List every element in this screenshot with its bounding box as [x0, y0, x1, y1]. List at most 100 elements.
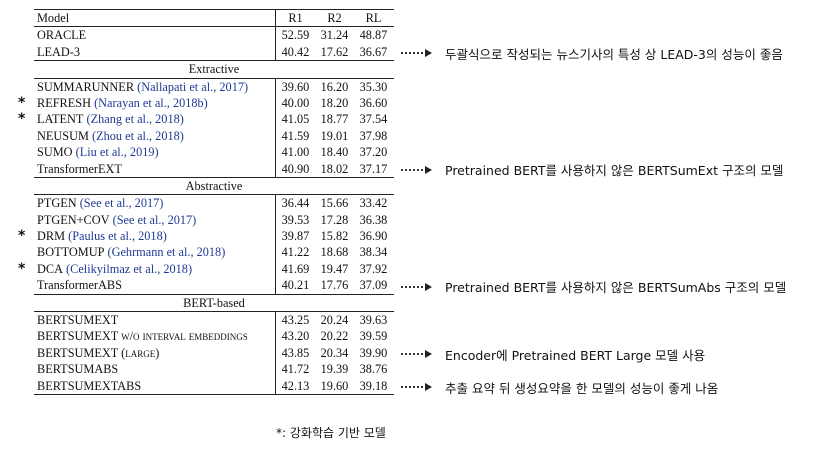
model-name: ORACLE — [37, 28, 87, 43]
model-name: BERTSUMEXTABS — [37, 378, 142, 393]
table-rule — [34, 60, 394, 62]
dotted-leader — [401, 353, 423, 356]
table-row: BOTTOMUP (Gehrmann et al., 2018) 41.22 18.… — [34, 244, 394, 261]
score-r2: 17.62 — [320, 44, 349, 59]
model-citation: (Paulus et al., 2018) — [68, 229, 167, 244]
score-rl: 37.17 — [359, 161, 388, 176]
model-name: SUMO — [37, 145, 73, 160]
score-rl: 39.63 — [359, 313, 388, 328]
model-cell: BERTSUMEXT (large) — [34, 345, 275, 361]
model-name: BERTSUMEXT w/o interval embeddings — [37, 329, 248, 344]
section-title: Extractive — [188, 62, 240, 77]
model-cell: BERTSUMABS — [34, 361, 275, 377]
annotation-text: Pretrained BERT를 사용하지 않은 BERTSumExt 구조의 … — [445, 163, 784, 179]
table-row: PTGEN+COV (See et al., 2017) 39.53 17.28 36… — [34, 211, 394, 229]
score-r2: 18.40 — [320, 145, 349, 160]
model-name: LATENT — [37, 112, 84, 127]
model-name: TransformerABS — [37, 278, 122, 293]
model-cell: TransformerEXT — [34, 161, 275, 177]
score-rl: 38.76 — [359, 362, 388, 377]
model-name: PTGEN — [37, 196, 77, 211]
score-r1: 42.13 — [275, 377, 315, 394]
score-rl: 39.18 — [359, 378, 388, 393]
table-body: ORACLE 52.59 31.24 48.87 LEAD-3 40.42 17.62 36.… — [34, 26, 394, 394]
table-row: BERTSUMEXT (large) 43.85 20.34 39.90 — [34, 344, 394, 362]
reinforcement-star-marker: * — [18, 94, 26, 111]
legend-note: *: 강화학습 기반 모델 — [276, 426, 386, 440]
score-r2: 19.60 — [320, 378, 349, 393]
model-name: NEUSUM — [37, 128, 89, 143]
model-name: TransformerEXT — [37, 161, 122, 176]
score-r1: 43.20 — [275, 328, 315, 345]
table-row: REFRESH (Narayan et al., 2018b) 40.00 18.2… — [34, 94, 394, 112]
score-r1: 41.59 — [275, 127, 315, 145]
table-row: NEUSUM (Zhou et al., 2018) 41.59 19.01 37.9… — [34, 127, 394, 145]
arrow-icon — [425, 383, 432, 392]
model-cell: SUMO (Liu et al., 2019) — [34, 144, 275, 160]
header-rl: RL — [365, 11, 382, 25]
model-name: BERTSUMEXT (large) — [37, 345, 160, 360]
score-rl: 36.38 — [359, 212, 388, 227]
score-r2: 19.39 — [320, 362, 349, 377]
table-row: BERTSUMEXT w/o interval embeddings 43.20 2… — [34, 328, 394, 345]
model-cell: PTGEN+COV (See et al., 2017) — [34, 212, 275, 228]
table-rule — [34, 194, 394, 196]
score-r2: 15.66 — [320, 196, 349, 211]
model-cell: BERTSUMEXTABS — [34, 378, 275, 394]
table-row: BERTSUMABS 41.72 19.39 38.76 — [34, 361, 394, 378]
table-rule — [34, 176, 394, 178]
model-citation: (Zhou et al., 2018) — [92, 128, 184, 143]
score-r2: 16.20 — [320, 79, 349, 94]
model-name: REFRESH — [37, 95, 91, 110]
score-r1: 40.90 — [275, 160, 315, 177]
score-r2: 19.47 — [320, 261, 349, 276]
score-r2: 31.24 — [320, 28, 349, 43]
score-r1: 41.69 — [275, 260, 315, 278]
score-r1: 39.87 — [275, 228, 315, 245]
annotation: 두괄식으로 작성되는 뉴스기사의 특성 상 LEAD-3의 성능이 좋음 — [401, 44, 783, 63]
score-r2: 17.76 — [320, 278, 349, 293]
annotation-text: Pretrained BERT를 사용하지 않은 BERTSumAbs 구조의 … — [445, 280, 787, 296]
annotation: 추출 요약 뒤 생성요약을 한 모델의 성능이 좋게 나옴 — [401, 378, 718, 397]
score-rl: 39.59 — [359, 329, 388, 344]
model-name: DRM — [37, 229, 66, 244]
score-r1: 39.53 — [275, 211, 315, 229]
reinforcement-star-marker: * — [18, 260, 26, 277]
model-citation: (See et al., 2017) — [112, 212, 197, 227]
score-r2: 20.24 — [320, 313, 349, 328]
score-r2: 20.34 — [320, 345, 349, 360]
score-r1: 40.00 — [275, 94, 315, 112]
reinforcement-star-marker: * — [18, 111, 26, 128]
model-cell: LEAD-3 — [34, 44, 275, 60]
header-r1: R1 — [275, 10, 315, 27]
model-cell: REFRESH (Narayan et al., 2018b) — [34, 95, 275, 111]
table-rule — [34, 26, 394, 28]
table-row: TransformerABS 40.21 17.76 37.09 — [34, 277, 394, 294]
model-citation: (See et al., 2017) — [79, 196, 164, 211]
score-r2: 19.01 — [320, 128, 349, 143]
table-top-rule — [34, 9, 394, 10]
table-bottom-rule — [34, 393, 394, 395]
score-rl: 36.90 — [359, 229, 388, 244]
score-r1: 40.42 — [275, 43, 315, 61]
score-r1: 40.21 — [275, 277, 315, 294]
score-r2: 18.68 — [320, 245, 349, 260]
score-rl: 37.98 — [359, 128, 388, 143]
score-r1: 41.00 — [275, 144, 315, 161]
table-rule — [34, 311, 394, 313]
score-rl: 36.67 — [359, 44, 388, 59]
annotation-text: 두괄식으로 작성되는 뉴스기사의 특성 상 LEAD-3의 성능이 좋음 — [445, 46, 783, 62]
table-row: LEAD-3 40.42 17.62 36.67 — [34, 43, 394, 61]
table-row: BERTSUMEXTABS 42.13 19.60 39.18 — [34, 377, 394, 394]
section-title: BERT-based — [183, 295, 245, 310]
reinforcement-star-marker: * — [18, 228, 26, 244]
table-row: BERTSUMEXT 43.25 20.24 39.63 — [34, 312, 394, 329]
table-row: ORACLE 52.59 31.24 48.87 — [34, 27, 394, 44]
model-citation: (Narayan et al., 2018b) — [94, 95, 208, 110]
model-name: BOTTOMUP — [37, 245, 105, 260]
score-rl: 35.30 — [359, 79, 388, 94]
model-name: BERTSUMEXT — [37, 313, 119, 328]
score-rl: 37.09 — [359, 278, 388, 293]
score-r2: 20.22 — [320, 329, 349, 344]
arrow-icon — [425, 49, 432, 58]
